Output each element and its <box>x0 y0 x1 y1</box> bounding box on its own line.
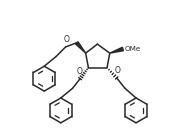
Text: O: O <box>76 67 82 76</box>
Text: OMe: OMe <box>125 46 141 52</box>
Text: O: O <box>63 35 69 44</box>
Text: O: O <box>114 66 120 75</box>
Polygon shape <box>110 47 123 53</box>
Polygon shape <box>75 42 86 53</box>
